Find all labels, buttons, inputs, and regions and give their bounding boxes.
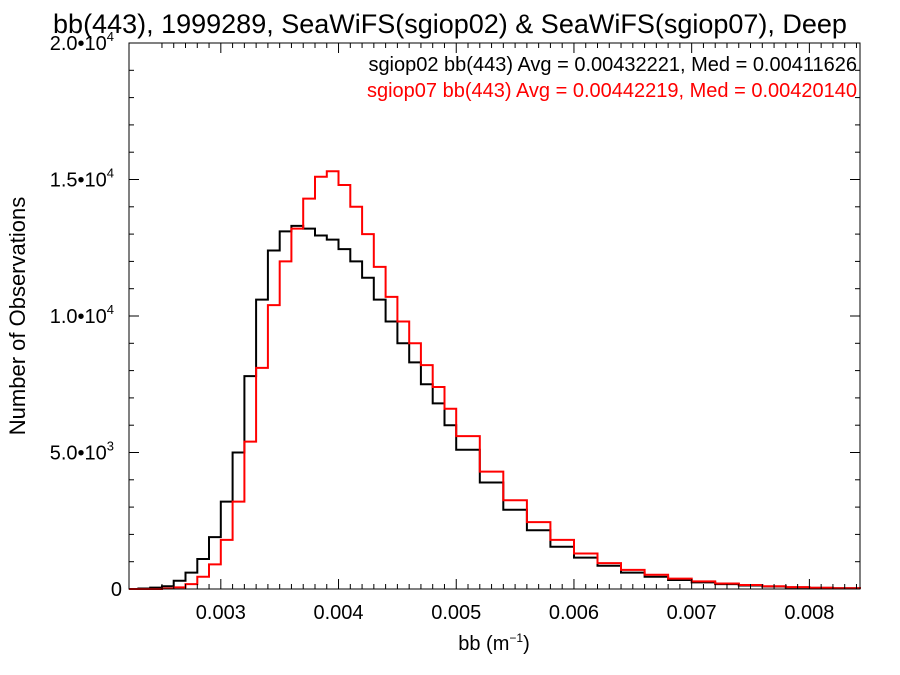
x-tick-label: 0.006 xyxy=(549,602,599,624)
y-tick-label: 2.0•104 xyxy=(50,29,114,55)
x-axis-label-end: ) xyxy=(523,633,530,655)
legend-entry-2: sgiop07 bb(443) Avg = 0.00442219, Med = … xyxy=(367,80,857,102)
series-line-2 xyxy=(129,170,861,590)
y-axis-ticks: 0 5.0•103 1.0•104 1.5•104 2.0•104 xyxy=(50,29,860,601)
x-tick-label: 0.007 xyxy=(667,602,717,624)
x-axis-ticks: 0.003 0.004 0.005 0.006 0.007 0.008 xyxy=(161,43,857,624)
y-axis-label: Number of Observations xyxy=(5,197,30,435)
chart-title: bb(443), 1999289, SeaWiFS(sgiop02) & Sea… xyxy=(53,9,847,39)
y-tick-label: 0 xyxy=(111,579,122,601)
y-tick-label: 1.5•104 xyxy=(50,166,114,192)
legend: sgiop02 bb(443) Avg = 0.00432221, Med = … xyxy=(367,54,857,102)
x-tick-label: 0.005 xyxy=(431,602,481,624)
y-tick-label: 1.0•104 xyxy=(50,302,114,328)
x-tick-label: 0.003 xyxy=(196,602,246,624)
plot-area: 0.003 0.004 0.005 0.006 0.007 0.008 0 5.0•103 1… xyxy=(50,29,861,624)
legend-entry-1: sgiop02 bb(443) Avg = 0.00432221, Med = … xyxy=(368,54,857,76)
y-tick-label: 5.0•103 xyxy=(50,439,114,465)
series-layer xyxy=(129,170,861,590)
plot-frame xyxy=(128,42,861,590)
x-tick-label: 0.008 xyxy=(784,602,834,624)
x-axis-label-exponent: −1 xyxy=(509,631,523,645)
series-line-1 xyxy=(129,224,861,590)
x-tick-label: 0.004 xyxy=(313,602,363,624)
x-axis-label: bb (m−1) xyxy=(458,631,529,655)
